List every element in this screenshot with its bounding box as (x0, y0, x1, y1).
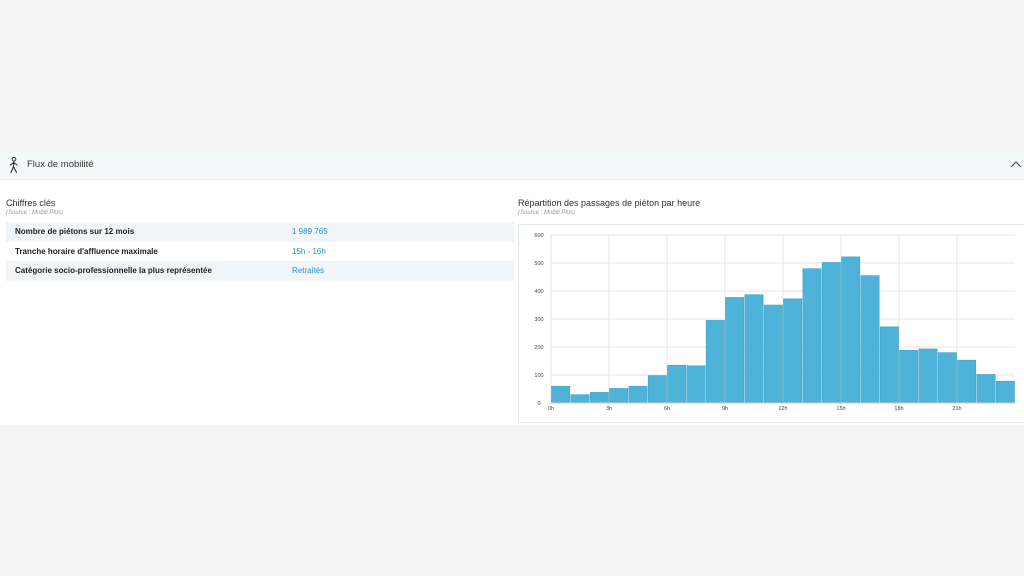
bar-3h (609, 388, 629, 404)
row-label: Tranche horaire d'affluence maximale (15, 246, 158, 256)
key-figures-title: Chiffres clés (6, 198, 56, 208)
y-tick-label: 400 (534, 289, 543, 295)
bar-8h (705, 320, 725, 404)
bar-12h (783, 298, 803, 404)
hourly-bar-chart: 0 100 200 300 400 500 600 0h 3h 6h 9h 12h 15h 18h 21h (534, 233, 1015, 412)
table-row: Catégorie socio-professionnelle la plus … (6, 261, 514, 281)
bar-17h (879, 326, 899, 404)
key-figures-table: Nombre de piétons sur 12 mois 1 989 765 … (6, 222, 514, 281)
y-tick-label: 300 (534, 317, 543, 323)
pedestrian-icon (9, 157, 18, 174)
bar-0h (551, 385, 571, 404)
bar-5h (647, 375, 667, 404)
bar-14h (821, 262, 841, 404)
y-tick-label: 0 (537, 401, 540, 407)
bar-1h (570, 394, 590, 404)
panel-header[interactable]: Flux de mobilité (0, 152, 1024, 180)
bar-11h (763, 304, 783, 404)
bar-21h (957, 359, 977, 404)
row-label: Catégorie socio-professionnelle la plus … (15, 266, 212, 276)
key-figures-source: (Source : Mobili Plus) (6, 210, 64, 216)
bar-22h (976, 374, 996, 404)
x-tick-label: 21h (952, 406, 961, 412)
chart-source: (Source : Mobili Plus) (518, 210, 576, 216)
bar-7h (686, 365, 706, 404)
x-tick-label: 12h (778, 406, 787, 412)
x-tick-label: 18h (894, 406, 903, 412)
x-tick-label: 9h (722, 406, 728, 412)
x-tick-label: 15h (836, 406, 845, 412)
section-title: Flux de mobilité (27, 159, 94, 170)
chevron-up-icon[interactable] (1010, 159, 1022, 169)
y-tick-label: 100 (534, 373, 543, 379)
y-tick-label: 200 (534, 345, 543, 351)
bar-10h (744, 294, 764, 404)
bar-13h (802, 268, 822, 404)
x-tick-label: 6h (664, 406, 670, 412)
y-tick-label: 600 (534, 233, 543, 239)
bar-4h (628, 385, 648, 404)
y-tick-label: 500 (534, 261, 543, 267)
row-value: 15h - 16h (292, 246, 326, 256)
key-figures: Chiffres clés (Source : Mobili Plus) Nom… (6, 198, 514, 281)
bar-2h (589, 392, 609, 404)
bar-20h (937, 352, 957, 404)
bar-16h (860, 275, 880, 404)
chart-title: Répartition des passages de piéton par h… (518, 198, 701, 208)
bar-19h (918, 348, 938, 404)
bar-23h (995, 380, 1015, 404)
row-value: 1 989 765 (292, 227, 328, 237)
x-tick-label: 3h (606, 406, 612, 412)
bar-6h (667, 364, 687, 404)
chart-container: 0 100 200 300 400 500 600 0h 3h 6h 9h 12h 15h 18h 21h (518, 224, 1024, 423)
row-value: Retraités (292, 266, 325, 276)
table-row: Nombre de piétons sur 12 mois 1 989 765 (6, 222, 514, 242)
bar-15h (841, 256, 861, 404)
bar-18h (899, 350, 919, 404)
chart-header: Répartition des passages de piéton par h… (518, 198, 1024, 216)
bar-9h (725, 297, 745, 404)
x-tick-label: 0h (548, 406, 554, 412)
row-label: Nombre de piétons sur 12 mois (15, 227, 135, 237)
table-row: Tranche horaire d'affluence maximale 15h… (6, 242, 514, 262)
